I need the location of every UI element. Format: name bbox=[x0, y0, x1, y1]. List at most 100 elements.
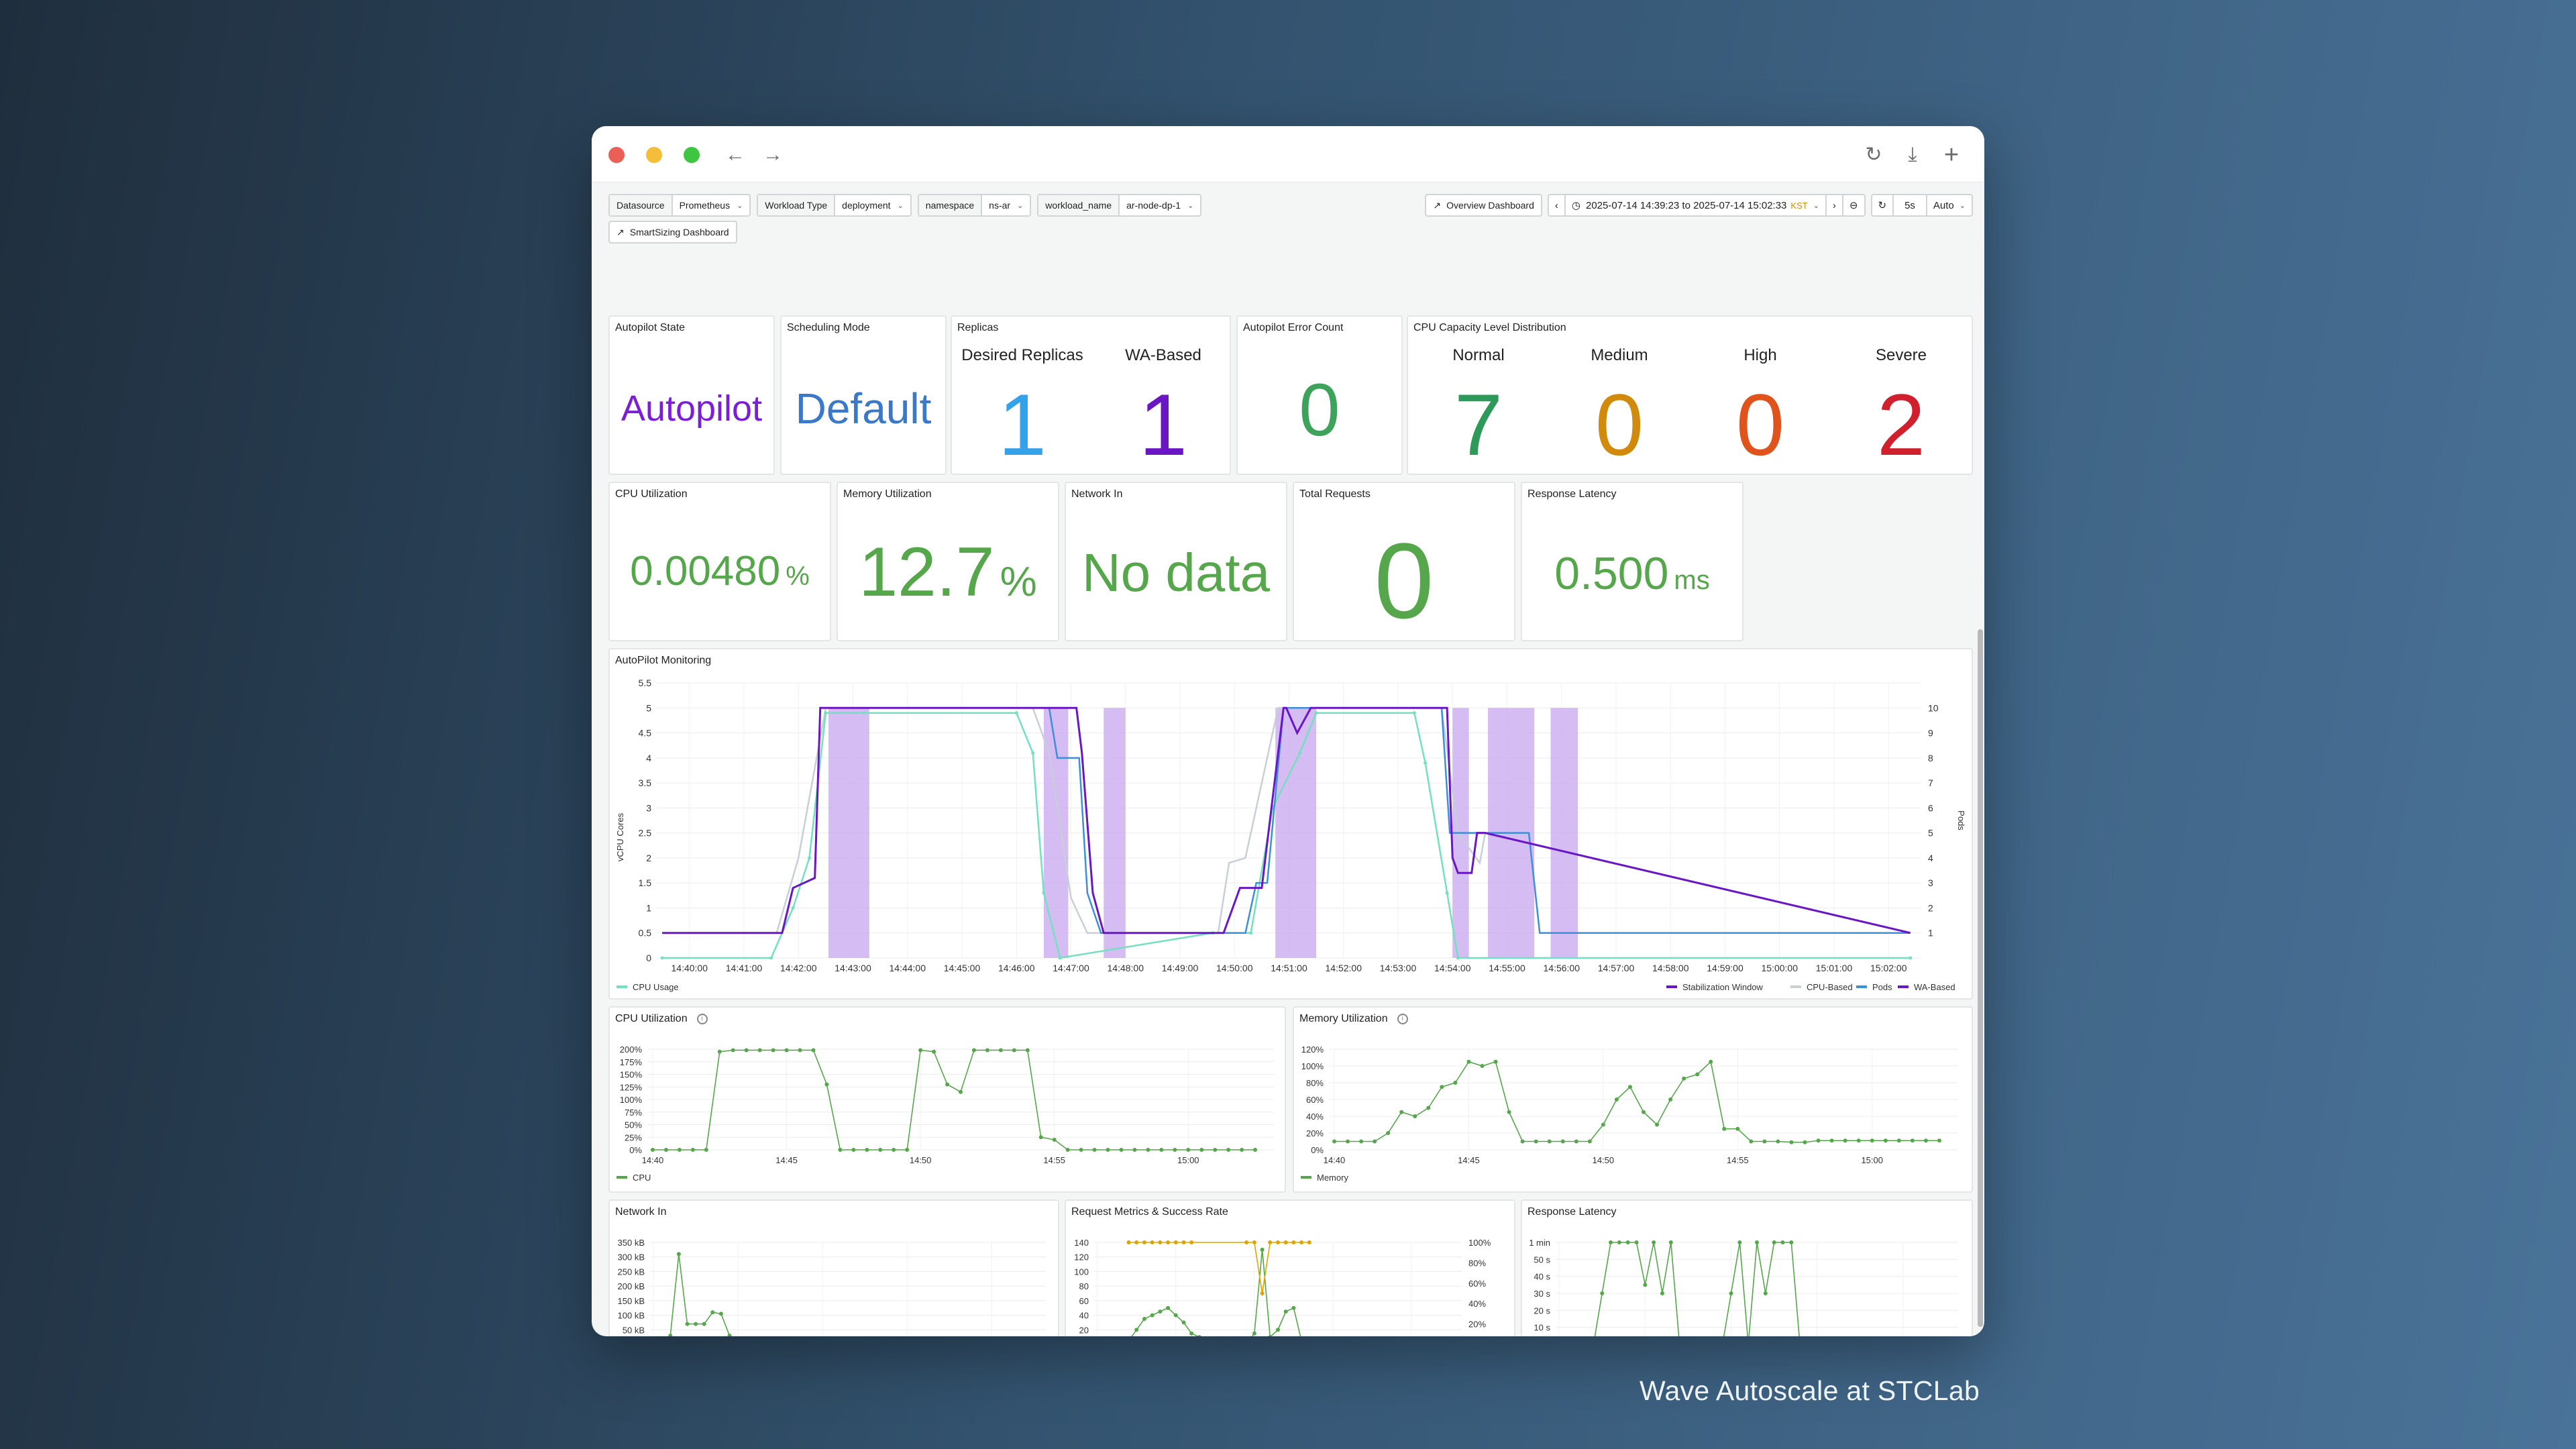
autopilot-state-value: Autopilot bbox=[621, 388, 763, 429]
x-tick-label: 14:43:00 bbox=[835, 963, 871, 973]
data-point bbox=[1829, 1138, 1834, 1143]
data-point bbox=[1181, 1240, 1186, 1244]
data-point bbox=[1291, 1305, 1296, 1310]
vertical-scrollbar[interactable] bbox=[1978, 629, 1983, 1327]
new-tab-icon[interactable]: + bbox=[1943, 141, 1960, 169]
back-arrow-icon[interactable]: ← bbox=[725, 144, 745, 166]
data-point bbox=[892, 1148, 896, 1152]
data-point bbox=[1910, 1138, 1915, 1143]
refresh-icon[interactable]: ↻ bbox=[1872, 195, 1894, 215]
chevron-down-icon: ⌄ bbox=[1187, 201, 1194, 210]
refresh-mode[interactable]: Auto ⌄ bbox=[1927, 195, 1972, 215]
y-tick-label: 3.5 bbox=[639, 777, 652, 788]
x-tick-label: 14:45 bbox=[775, 1155, 798, 1165]
zoom-out-icon[interactable]: ⊖ bbox=[1849, 200, 1858, 211]
x-tick-label: 15:00:00 bbox=[1762, 963, 1799, 973]
y-tick-label: 60% bbox=[1306, 1095, 1324, 1105]
data-point bbox=[1737, 1240, 1742, 1244]
x-tick-label: 14:40:00 bbox=[672, 963, 708, 973]
clock-icon: ◷ bbox=[1571, 200, 1580, 211]
x-tick-label: 14:58:00 bbox=[1652, 963, 1689, 973]
data-point bbox=[784, 1048, 789, 1053]
minimize-window-button[interactable] bbox=[646, 147, 662, 163]
y2-tick-label: 7 bbox=[1928, 777, 1933, 788]
data-point bbox=[1142, 1240, 1146, 1244]
overview-dashboard-link[interactable]: ↗ Overview Dashboard bbox=[1425, 194, 1542, 217]
data-point bbox=[791, 906, 795, 910]
smartsizing-dashboard-link[interactable]: ↗ SmartSizing Dashboard bbox=[608, 221, 737, 244]
data-point bbox=[1883, 1138, 1888, 1143]
y-tick-label: 20 s bbox=[1534, 1305, 1550, 1316]
response-latency-value: 0.500 ms bbox=[1522, 547, 1742, 600]
data-point bbox=[865, 1148, 869, 1152]
y-tick-label: 40% bbox=[1306, 1112, 1324, 1122]
x-tick-label: 14:56:00 bbox=[1544, 963, 1580, 973]
x-tick-label: 14:48:00 bbox=[1108, 963, 1144, 973]
x-tick-label: 14:50 bbox=[1593, 1155, 1615, 1165]
time-back-button[interactable]: ‹ bbox=[1549, 195, 1566, 215]
namespace-picker[interactable]: namespace ns-ar ⌄ bbox=[917, 194, 1032, 217]
data-point bbox=[1587, 1139, 1592, 1144]
panel-title: CPU Utilization bbox=[615, 488, 688, 500]
autopilot-monitoring-chart: 0 0.5 1 1.5 2 2.5 3 3.5 4 4.5 5 5.5 1 2 3 4 5 6 7 8 9 10 14:40… bbox=[615, 678, 1966, 992]
info-icon[interactable]: i bbox=[1397, 1013, 1408, 1024]
x-tick-label: 15:00 bbox=[1177, 1155, 1199, 1165]
scheduling-mode-value: Default bbox=[795, 384, 932, 433]
data-point bbox=[1299, 1240, 1304, 1244]
y2-tick-label: 5 bbox=[1928, 828, 1933, 839]
data-point bbox=[1252, 1331, 1256, 1336]
refresh-interval[interactable]: 5s bbox=[1894, 195, 1927, 215]
data-point bbox=[1660, 1291, 1664, 1295]
chevron-down-icon: ⌄ bbox=[1959, 201, 1966, 210]
x-tick-label: 14:55:00 bbox=[1489, 963, 1525, 973]
y2-axis-title: Pods bbox=[1956, 810, 1966, 830]
data-point bbox=[1079, 1148, 1083, 1152]
y-tick-label: 150 kB bbox=[618, 1296, 645, 1306]
panel-title: Replicas bbox=[957, 322, 999, 333]
data-point bbox=[1755, 1240, 1759, 1244]
data-point bbox=[1600, 1291, 1605, 1295]
data-point bbox=[1493, 1059, 1498, 1064]
y2-tick-label: 3 bbox=[1928, 877, 1933, 888]
y-tick-label: 5.5 bbox=[639, 678, 652, 688]
maximize-window-button[interactable] bbox=[684, 147, 700, 163]
data-point bbox=[1213, 1148, 1218, 1152]
workload-name-picker[interactable]: workload_name ar-node-dp-1 ⌄ bbox=[1037, 194, 1202, 217]
data-point bbox=[1412, 711, 1416, 715]
reload-icon[interactable]: ↻ bbox=[1865, 144, 1882, 166]
y-tick-label: 200% bbox=[620, 1044, 643, 1055]
panel-title: Scheduling Mode bbox=[787, 322, 870, 333]
y-tick-label: 30 s bbox=[1534, 1289, 1550, 1299]
forward-arrow-icon[interactable]: → bbox=[763, 144, 783, 166]
capacity-level-value: 2 bbox=[1876, 376, 1926, 474]
workload-type-label: Workload Type bbox=[758, 195, 836, 215]
autopilot-state-panel: Autopilot State Autopilot bbox=[608, 315, 775, 475]
y-tick-label: 140 bbox=[1074, 1238, 1089, 1248]
data-point bbox=[1424, 761, 1428, 765]
y-tick-label: 100% bbox=[620, 1095, 643, 1105]
data-point bbox=[998, 1048, 1003, 1053]
workload-type-picker[interactable]: Workload Type deployment ⌄ bbox=[757, 194, 912, 217]
data-point bbox=[1803, 1140, 1807, 1144]
y2-tick-label: 2 bbox=[1928, 902, 1933, 913]
legend-label: Stabilization Window bbox=[1682, 982, 1764, 992]
download-icon[interactable]: ⤓ bbox=[1908, 144, 1917, 166]
data-point bbox=[1150, 1240, 1155, 1244]
info-icon[interactable]: i bbox=[696, 1013, 708, 1024]
data-point bbox=[1627, 1085, 1632, 1089]
panel-title: Autopilot State bbox=[615, 322, 686, 333]
close-window-button[interactable] bbox=[608, 147, 625, 163]
datasource-picker[interactable]: Datasource Prometheus ⌄ bbox=[608, 194, 751, 217]
desired-replicas-label: Desired Replicas bbox=[961, 346, 1083, 364]
data-point bbox=[1729, 1291, 1733, 1295]
legend-label: CPU Usage bbox=[633, 982, 679, 992]
data-point bbox=[1031, 751, 1035, 755]
data-point bbox=[1150, 1313, 1155, 1318]
data-point bbox=[1158, 1309, 1163, 1314]
time-range-button[interactable]: ◷ 2025-07-14 14:39:23 to 2025-07-14 15:02… bbox=[1566, 195, 1827, 215]
network-in-panel: Network In 0 B 50 kB 100 kB 150 kB 200 kB 250… bbox=[608, 1199, 1059, 1336]
time-forward-button[interactable]: › bbox=[1827, 195, 1843, 215]
data-point bbox=[690, 1148, 695, 1152]
capacity-level-value: 0 bbox=[1595, 376, 1644, 474]
